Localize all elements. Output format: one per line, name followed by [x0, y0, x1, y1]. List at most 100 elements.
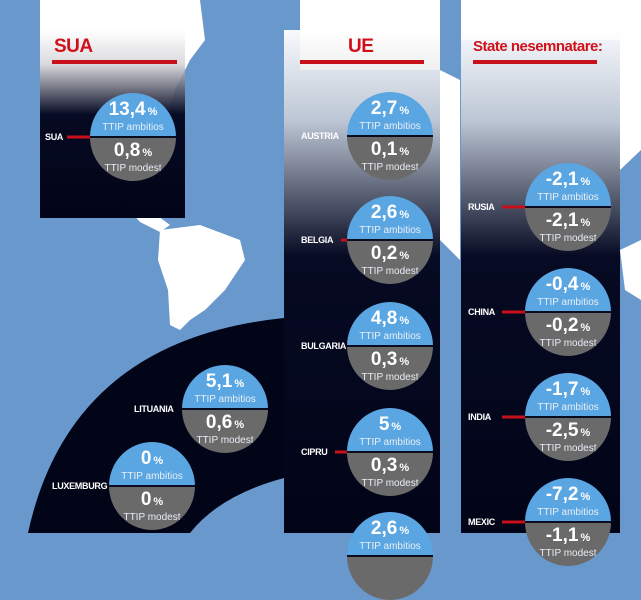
country-label-luxemburg: LUXEMBURG — [52, 481, 108, 491]
country-bubble-cipru: 5% TTIP ambitios 0,3% TTIP modest — [347, 408, 433, 496]
percent-sign: % — [580, 532, 591, 544]
modest-scenario: -2,1% TTIP modest — [525, 208, 611, 251]
non-signatory-title: State nesemnatare: — [473, 38, 603, 55]
country-label-china: CHINA — [468, 307, 495, 317]
percent-sign: % — [580, 176, 591, 188]
modest-label: TTIP modest — [123, 512, 181, 523]
ambitious-value: -0,4 — [545, 274, 579, 295]
ambitious-scenario: -1,7% TTIP ambitios — [525, 373, 611, 416]
bubble-divider — [525, 521, 611, 523]
modest-value: 0,2 — [370, 243, 398, 264]
percent-sign: % — [391, 421, 402, 433]
percent-sign: % — [580, 322, 591, 334]
ambitious-label: TTIP ambitios — [194, 394, 256, 405]
ambitious-scenario: 5,1% TTIP ambitios — [182, 365, 268, 408]
modest-label: TTIP modest — [196, 435, 254, 446]
bubble-divider — [347, 239, 433, 241]
ambitious-scenario: 0% TTIP ambitios — [109, 442, 195, 485]
ambitious-label: TTIP ambitios — [121, 471, 183, 482]
modest-scenario: 0,3% TTIP modest — [347, 453, 433, 496]
africa-land — [440, 70, 460, 260]
country-bubble-austria: 2,7% TTIP ambitios 0,1% TTIP modest — [347, 92, 433, 180]
eu-title-underline — [300, 60, 424, 64]
modest-scenario: -2,5% TTIP modest — [525, 418, 611, 461]
ambitious-value: 0 — [140, 448, 152, 469]
country-label-mexic: MEXIC — [468, 517, 496, 527]
modest-label: TTIP modest — [361, 266, 419, 277]
modest-scenario: -1,1% TTIP modest — [525, 523, 611, 566]
bubble-divider — [109, 485, 195, 487]
percent-sign: % — [580, 491, 591, 503]
country-label-belgia: BELGIA — [301, 235, 334, 245]
ambitious-scenario: 5% TTIP ambitios — [347, 408, 433, 451]
modest-scenario: 0,2% TTIP modest — [347, 241, 433, 284]
bubble-divider — [182, 408, 268, 410]
country-label-sua: SUA — [45, 132, 64, 142]
bubble-divider — [90, 136, 176, 138]
percent-sign: % — [147, 106, 158, 118]
percent-sign: % — [580, 217, 591, 229]
ambitious-label: TTIP ambitios — [359, 437, 421, 448]
country-bubble-mexic: -7,2% TTIP ambitios -1,1% TTIP modest — [525, 478, 611, 566]
percent-sign: % — [399, 462, 410, 474]
modest-scenario: 0,3% TTIP modest — [347, 347, 433, 390]
usa-title-underline — [52, 60, 177, 64]
country-label-india: INDIA — [468, 412, 491, 422]
modest-value: 0,3 — [370, 349, 398, 370]
country-bubble-india: -1,7% TTIP ambitios -2,5% TTIP modest — [525, 373, 611, 461]
percent-sign: % — [399, 209, 410, 221]
country-label-bulgaria: BULGARIA — [301, 341, 347, 351]
ambitious-scenario: -0,4% TTIP ambitios — [525, 268, 611, 311]
ambitious-label: TTIP ambitios — [537, 402, 599, 413]
ambitious-value: 2,6 — [370, 518, 398, 539]
modest-value: -0,2 — [545, 315, 579, 336]
bubble-divider — [347, 135, 433, 137]
modest-value: -2,1 — [545, 210, 579, 231]
bubble-divider — [525, 311, 611, 313]
bubble-divider — [347, 451, 433, 453]
country-bubble-bulgaria: 4,8% TTIP ambitios 0,3% TTIP modest — [347, 302, 433, 390]
ambitious-value: 2,7 — [370, 98, 398, 119]
country-bubble-lituania: 5,1% TTIP ambitios 0,6% TTIP modest — [182, 365, 268, 453]
percent-sign: % — [142, 147, 153, 159]
modest-scenario: 0,8% TTIP modest — [90, 138, 176, 181]
country-label-cipru: CIPRU — [301, 447, 328, 457]
modest-value: 0,8 — [113, 140, 141, 161]
ambitious-scenario: 13,4% TTIP ambitios — [90, 93, 176, 136]
usa-title: SUA — [54, 36, 93, 57]
country-bubble-unnamed: 2,6% TTIP ambitios — [347, 512, 433, 600]
modest-label: TTIP modest — [539, 233, 597, 244]
country-bubble-luxemburg: 0% TTIP ambitios 0% TTIP modest — [109, 442, 195, 530]
ambitious-scenario: 2,7% TTIP ambitios — [347, 92, 433, 135]
oceania-land — [620, 240, 641, 300]
country-label-austria: AUSTRIA — [301, 131, 339, 141]
eu-title: UE — [348, 36, 374, 57]
curved-band-inner — [190, 478, 284, 533]
country-label-rusia: RUSIA — [468, 202, 495, 212]
ambitious-scenario: 2,6% TTIP ambitios — [347, 512, 433, 555]
country-bubble-rusia: -2,1% TTIP ambitios -2,1% TTIP modest — [525, 163, 611, 251]
non-signatory-title-underline — [473, 60, 597, 64]
modest-value: -2,5 — [545, 420, 579, 441]
modest-scenario: 0,1% TTIP modest — [347, 137, 433, 180]
modest-value: 0,3 — [370, 455, 398, 476]
modest-label: TTIP modest — [104, 163, 162, 174]
ambitious-label: TTIP ambitios — [537, 192, 599, 203]
ambitious-label: TTIP ambitios — [359, 331, 421, 342]
modest-label: TTIP modest — [539, 338, 597, 349]
bubble-divider — [347, 345, 433, 347]
bubble-divider — [525, 416, 611, 418]
modest-scenario: -0,2% TTIP modest — [525, 313, 611, 356]
modest-value: 0 — [140, 489, 152, 510]
percent-sign: % — [399, 250, 410, 262]
modest-label: TTIP modest — [361, 478, 419, 489]
ambitious-value: -7,2 — [545, 484, 579, 505]
percent-sign: % — [153, 496, 164, 508]
ambitious-value: 5,1 — [205, 371, 233, 392]
modest-label: TTIP modest — [361, 372, 419, 383]
ambitious-value: 4,8 — [370, 308, 398, 329]
ambitious-value: 2,6 — [370, 202, 398, 223]
percent-sign: % — [399, 356, 410, 368]
south-america-land — [158, 225, 245, 330]
percent-sign: % — [234, 378, 245, 390]
